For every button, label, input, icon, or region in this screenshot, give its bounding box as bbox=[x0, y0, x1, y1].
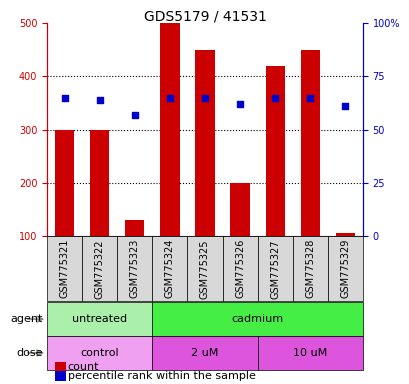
Text: untreated: untreated bbox=[72, 314, 127, 324]
Bar bbox=[300, 50, 319, 236]
Bar bbox=[292, 236, 327, 301]
Bar bbox=[125, 220, 144, 236]
Point bbox=[61, 94, 68, 101]
Text: count: count bbox=[67, 362, 99, 372]
Bar bbox=[55, 129, 74, 236]
Bar bbox=[327, 236, 362, 301]
Text: cadmium: cadmium bbox=[231, 314, 283, 324]
Bar bbox=[117, 236, 152, 301]
Point bbox=[166, 94, 173, 101]
Point bbox=[236, 101, 243, 107]
Bar bbox=[257, 236, 292, 301]
Text: GSM775328: GSM775328 bbox=[304, 239, 315, 298]
Bar bbox=[90, 129, 109, 236]
Text: dose: dose bbox=[16, 348, 43, 358]
Text: GSM775324: GSM775324 bbox=[164, 239, 175, 298]
Text: GSM775327: GSM775327 bbox=[270, 239, 279, 298]
Bar bbox=[222, 236, 257, 301]
Text: agent: agent bbox=[11, 314, 43, 324]
Text: GSM775329: GSM775329 bbox=[339, 239, 349, 298]
Bar bbox=[82, 236, 117, 301]
Text: GSM775325: GSM775325 bbox=[200, 239, 209, 298]
Point bbox=[96, 97, 103, 103]
Bar bbox=[187, 236, 222, 301]
Point bbox=[306, 94, 313, 101]
Point bbox=[201, 94, 208, 101]
Bar bbox=[195, 50, 214, 236]
Text: GSM775326: GSM775326 bbox=[234, 239, 245, 298]
Bar bbox=[152, 302, 362, 336]
Text: GSM775321: GSM775321 bbox=[60, 239, 70, 298]
Text: GDS5179 / 41531: GDS5179 / 41531 bbox=[143, 10, 266, 23]
Bar bbox=[160, 23, 179, 236]
Text: GSM775322: GSM775322 bbox=[94, 239, 105, 298]
Bar bbox=[335, 233, 354, 236]
Point bbox=[341, 103, 348, 109]
Point bbox=[131, 112, 138, 118]
Bar bbox=[257, 336, 362, 370]
Bar bbox=[47, 336, 152, 370]
Text: 2 uM: 2 uM bbox=[191, 348, 218, 358]
Bar bbox=[152, 336, 257, 370]
Text: percentile rank within the sample: percentile rank within the sample bbox=[67, 371, 255, 381]
Bar bbox=[265, 66, 284, 236]
Text: 10 uM: 10 uM bbox=[292, 348, 326, 358]
Bar bbox=[230, 183, 249, 236]
Text: GSM775323: GSM775323 bbox=[130, 239, 139, 298]
Bar bbox=[152, 236, 187, 301]
Bar bbox=[47, 236, 82, 301]
Text: control: control bbox=[80, 348, 119, 358]
Point bbox=[271, 94, 278, 101]
Bar bbox=[47, 302, 152, 336]
